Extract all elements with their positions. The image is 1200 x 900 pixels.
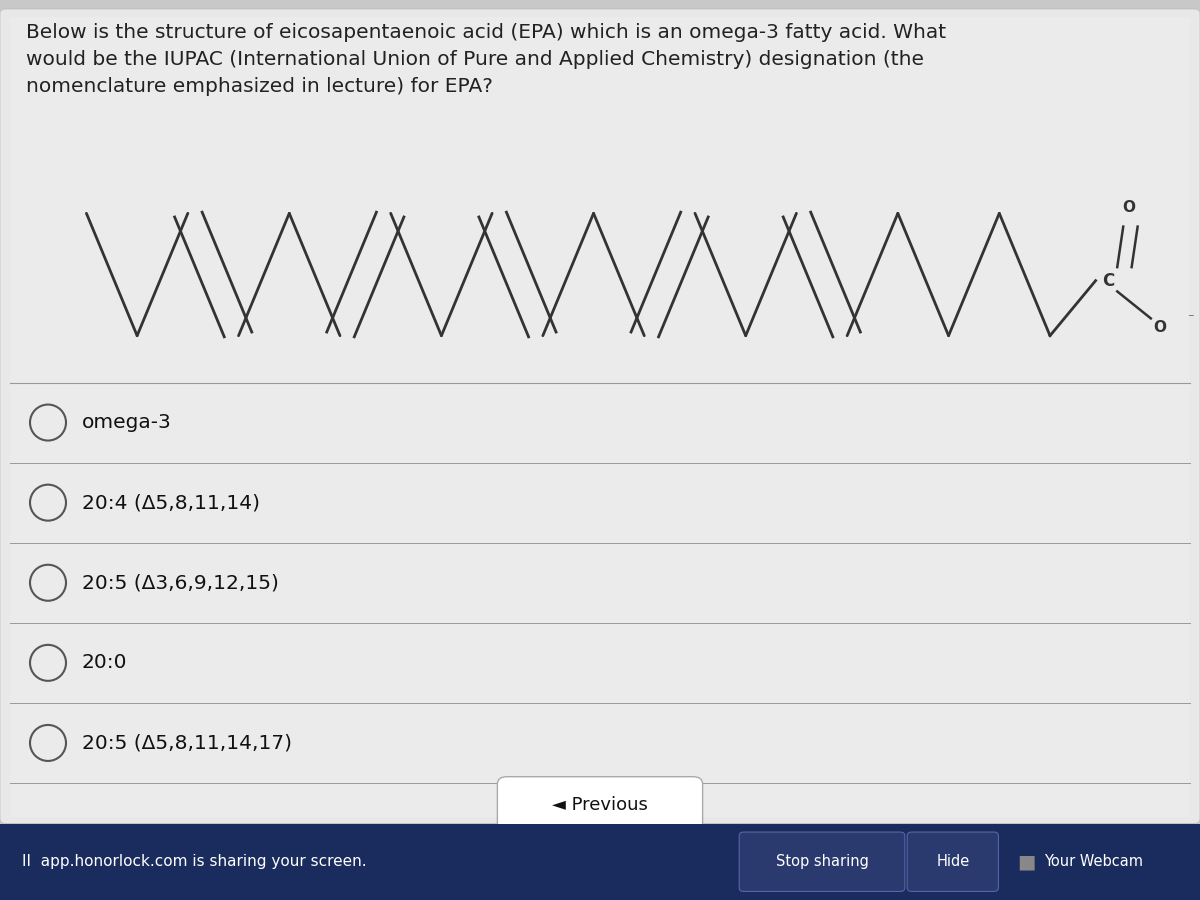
Text: omega-3: omega-3 [82,413,172,432]
Text: ■: ■ [1018,852,1036,871]
Text: O: O [1123,200,1135,215]
FancyBboxPatch shape [498,777,702,834]
FancyBboxPatch shape [739,832,905,891]
Text: 20:5 (Δ5,8,11,14,17): 20:5 (Δ5,8,11,14,17) [82,734,292,752]
Text: Stop sharing: Stop sharing [775,854,869,869]
Text: II  app.honorlock.com is sharing your screen.: II app.honorlock.com is sharing your scr… [22,854,366,869]
FancyBboxPatch shape [10,17,1190,817]
Text: Your Webcam: Your Webcam [1044,854,1142,869]
FancyBboxPatch shape [0,824,1200,900]
Text: Below is the structure of eicosapentaenoic acid (EPA) which is an omega-3 fatty : Below is the structure of eicosapentaeno… [26,22,947,96]
Text: Hide: Hide [936,854,970,869]
Text: 20:5 (Δ3,6,9,12,15): 20:5 (Δ3,6,9,12,15) [82,573,278,592]
Text: 20:4 (Δ5,8,11,14): 20:4 (Δ5,8,11,14) [82,493,259,512]
FancyBboxPatch shape [0,9,1200,824]
Text: ⁻: ⁻ [1187,312,1194,325]
FancyBboxPatch shape [907,832,998,891]
Text: 20:0: 20:0 [82,653,127,672]
Text: C: C [1102,272,1114,290]
Text: ◄ Previous: ◄ Previous [552,796,648,814]
Text: O: O [1153,320,1166,335]
